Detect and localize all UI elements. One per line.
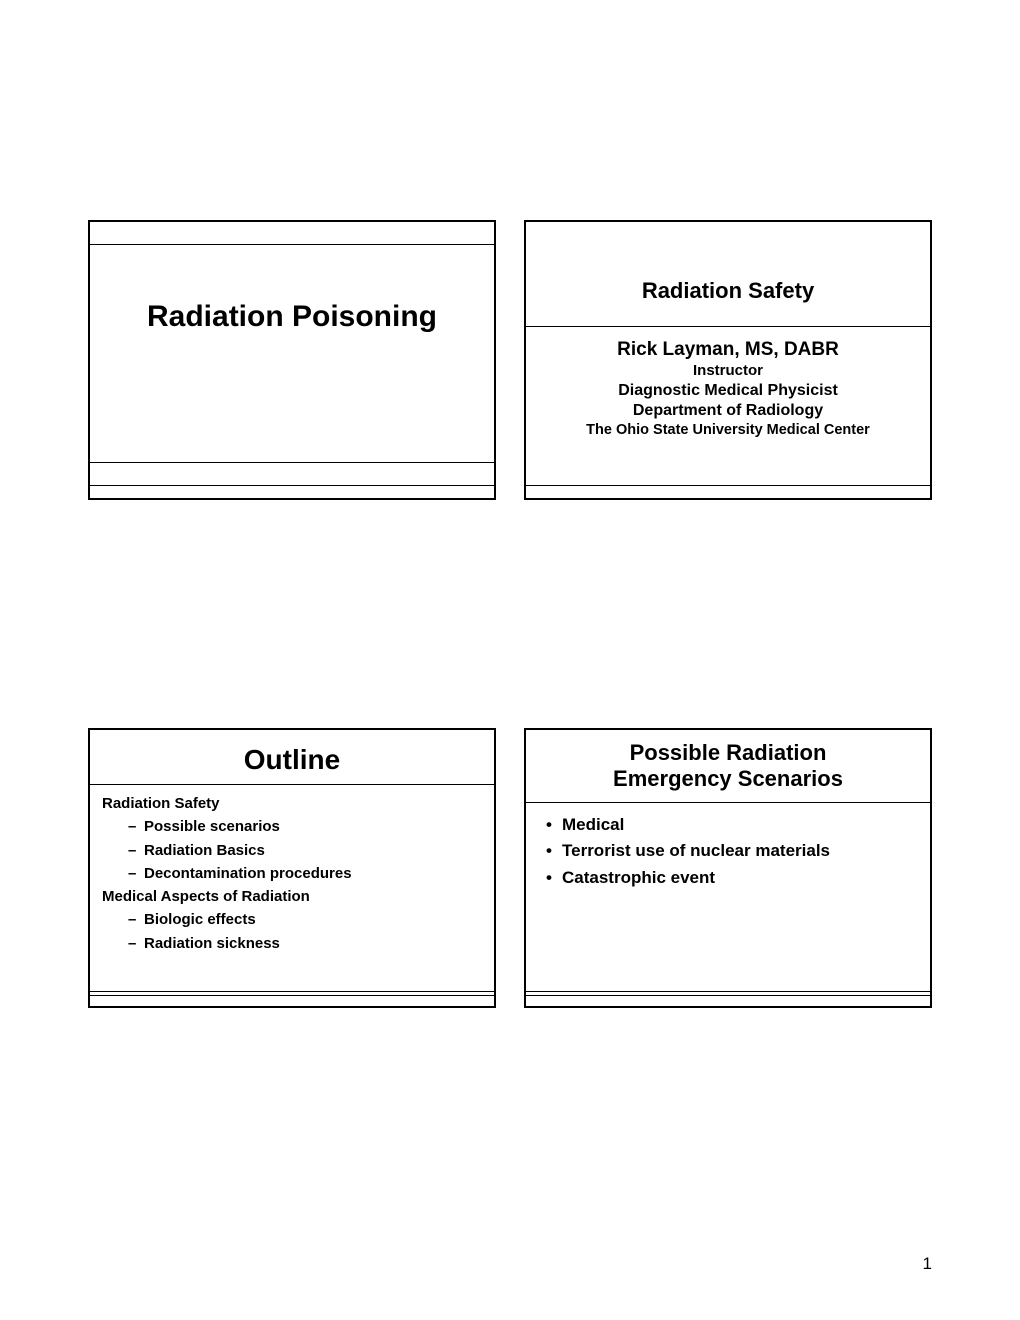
heading-line-1: Possible Radiation (630, 740, 827, 765)
outline-item: Biologic effects (102, 908, 482, 931)
divider (526, 485, 930, 486)
page-number: 1 (923, 1254, 932, 1274)
slide-3-heading: Outline (90, 730, 494, 776)
slide-4: Possible Radiation Emergency Scenarios M… (524, 728, 932, 1008)
scenario-item: Catastrophic event (540, 865, 916, 891)
divider (526, 326, 930, 327)
divider (526, 802, 930, 803)
author-department: Department of Radiology (526, 401, 930, 421)
slide-3: Outline Radiation Safety Possible scenar… (88, 728, 496, 1008)
scenario-list: Medical Terrorist use of nuclear materia… (540, 812, 916, 891)
slide-1: Radiation Poisoning (88, 220, 496, 500)
outline-content: Radiation Safety Possible scenarios Radi… (102, 792, 482, 955)
divider (90, 784, 494, 785)
divider (90, 485, 494, 486)
author-position: Diagnostic Medical Physicist (526, 381, 930, 401)
divider (90, 991, 494, 992)
scenario-item: Terrorist use of nuclear materials (540, 838, 916, 864)
outline-section-2: Medical Aspects of Radiation (102, 885, 482, 908)
outline-item: Decontamination procedures (102, 862, 482, 885)
author-role: Instructor (526, 362, 930, 381)
slide-1-title: Radiation Poisoning (90, 300, 494, 334)
divider (90, 462, 494, 463)
divider (90, 244, 494, 245)
divider (526, 995, 930, 996)
outline-item: Radiation sickness (102, 932, 482, 955)
outline-item: Radiation Basics (102, 839, 482, 862)
divider (90, 995, 494, 996)
author-institution: The Ohio State University Medical Center (526, 421, 930, 439)
author-block: Rick Layman, MS, DABR Instructor Diagnos… (526, 338, 930, 439)
author-name: Rick Layman, MS, DABR (526, 338, 930, 362)
divider (526, 991, 930, 992)
slide-2-heading: Radiation Safety (526, 222, 930, 314)
handout-page: Radiation Poisoning Radiation Safety Ric… (0, 0, 1020, 1320)
slide-grid: Radiation Poisoning Radiation Safety Ric… (88, 220, 932, 1008)
slide-4-heading: Possible Radiation Emergency Scenarios (526, 730, 930, 799)
outline-section-1: Radiation Safety (102, 792, 482, 815)
outline-item: Possible scenarios (102, 815, 482, 838)
heading-line-2: Emergency Scenarios (613, 766, 843, 791)
slide-2: Radiation Safety Rick Layman, MS, DABR I… (524, 220, 932, 500)
scenario-item: Medical (540, 812, 916, 838)
